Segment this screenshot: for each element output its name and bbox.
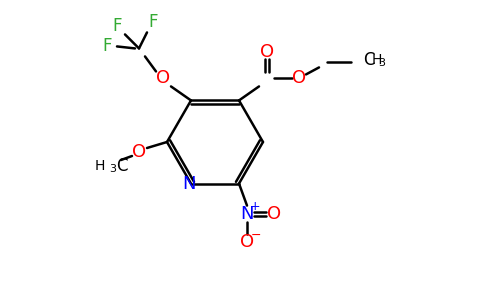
- Text: O: O: [260, 44, 274, 62]
- Text: F: F: [112, 17, 122, 35]
- Text: O: O: [240, 232, 254, 250]
- Text: −: −: [251, 229, 261, 242]
- Text: 3: 3: [378, 58, 385, 68]
- Text: F: F: [148, 14, 158, 32]
- Text: O: O: [156, 69, 170, 87]
- Text: F: F: [102, 38, 112, 56]
- Text: O: O: [267, 205, 281, 223]
- Text: +: +: [250, 200, 260, 213]
- Text: H: H: [95, 159, 105, 173]
- Text: O: O: [292, 69, 306, 87]
- Text: N: N: [182, 175, 196, 193]
- Text: N: N: [240, 205, 254, 223]
- Text: C: C: [116, 157, 127, 175]
- Text: H: H: [372, 53, 382, 68]
- Text: 3: 3: [109, 164, 116, 174]
- Text: C: C: [363, 51, 375, 69]
- Text: O: O: [132, 143, 146, 161]
